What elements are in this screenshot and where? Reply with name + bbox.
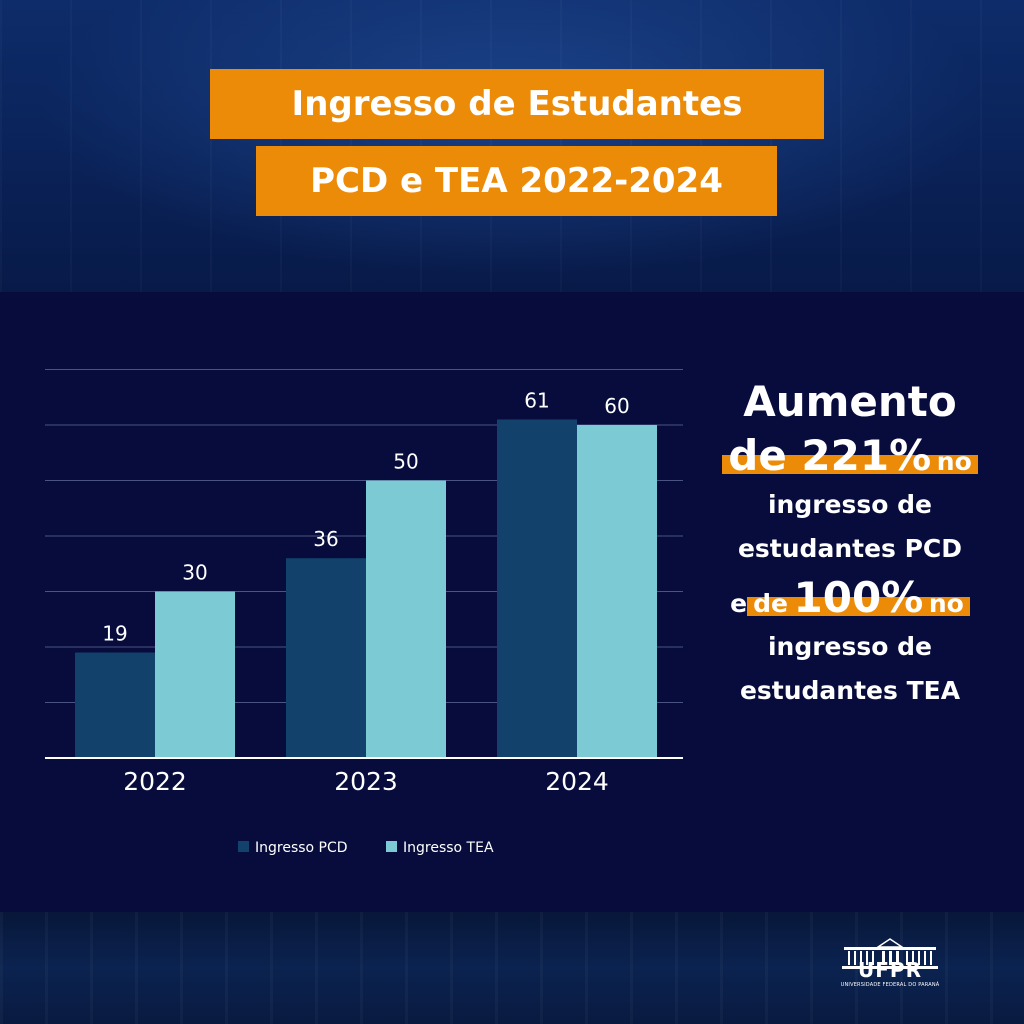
bar-tea bbox=[366, 480, 446, 758]
bar-pcd bbox=[75, 652, 155, 758]
highlight-pcd-percent-line: de 221% no bbox=[700, 429, 1000, 483]
highlight-line-3: ingresso de bbox=[767, 490, 933, 519]
bar-pcd bbox=[497, 419, 577, 758]
data-label: 61 bbox=[524, 388, 549, 412]
x-tick-label: 2022 bbox=[123, 767, 187, 796]
highlight-de: de bbox=[753, 589, 788, 618]
title-line-1: Ingresso de Estudantes bbox=[210, 69, 824, 139]
data-label: 60 bbox=[604, 394, 629, 418]
bar-chart: 19 30 2022 36 50 2023 61 60 2024 Ingresso PCD Ingr… bbox=[45, 369, 683, 856]
footer-background bbox=[0, 912, 1024, 1024]
ufpr-building-logo-icon bbox=[842, 938, 938, 969]
legend-swatch bbox=[386, 841, 397, 852]
legend-label: Ingresso TEA bbox=[403, 840, 494, 856]
bar-tea bbox=[577, 425, 657, 758]
x-tick-label: 2024 bbox=[545, 767, 609, 796]
title-line-2: PCD e TEA 2022-2024 bbox=[256, 146, 777, 216]
highlight-line-4: estudantes PCD bbox=[737, 534, 963, 563]
logo-subtitle: UNIVERSIDADE FEDERAL DO PARANÁ bbox=[840, 982, 940, 988]
data-label: 30 bbox=[182, 561, 207, 585]
highlight-line-6: ingresso de bbox=[767, 632, 933, 661]
legend-swatch bbox=[238, 841, 249, 852]
highlight-pcd-percent: de 221% bbox=[728, 431, 932, 480]
highlight-tea-percent-line: e de 100% no bbox=[700, 571, 1000, 625]
highlight-line-7: estudantes TEA bbox=[739, 676, 961, 705]
data-label: 19 bbox=[102, 622, 127, 646]
bar-tea bbox=[155, 591, 235, 758]
highlight-pcd-no: no bbox=[936, 447, 972, 476]
highlight-aumento: Aumento bbox=[743, 377, 957, 426]
x-tick-label: 2023 bbox=[334, 767, 398, 796]
highlight-tea-no: no bbox=[928, 589, 964, 618]
logo-text: UFPR bbox=[858, 958, 922, 982]
highlight-e: e bbox=[730, 589, 748, 618]
highlight-tea-percent: 100% bbox=[793, 573, 924, 622]
bar-pcd bbox=[286, 558, 366, 758]
highlight-text: Aumento de 221% no ingresso de estudante… bbox=[700, 375, 1000, 713]
data-label: 50 bbox=[393, 450, 418, 474]
legend-label: Ingresso PCD bbox=[255, 840, 348, 856]
data-label: 36 bbox=[313, 527, 338, 551]
